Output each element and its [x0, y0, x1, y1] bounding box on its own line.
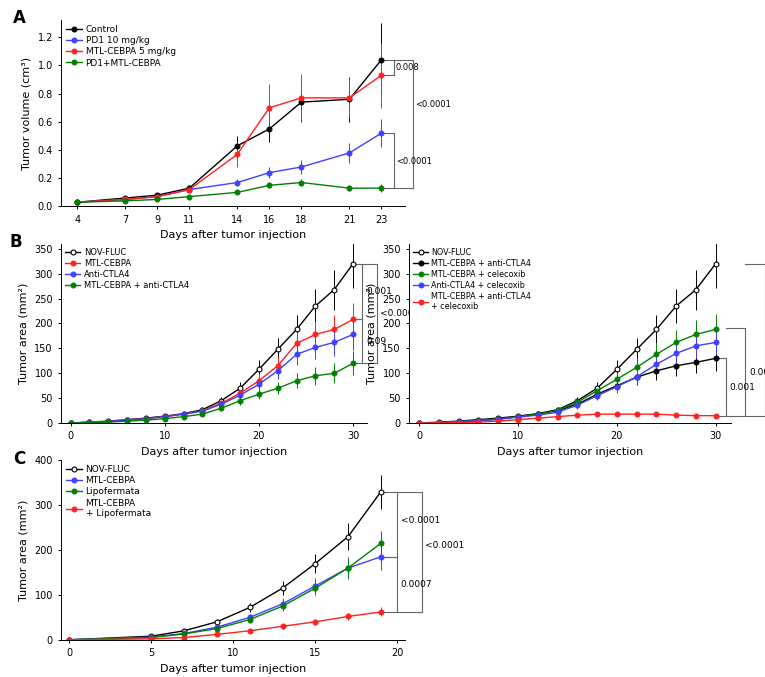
- Y-axis label: Tumor area (mm²): Tumor area (mm²): [18, 283, 28, 384]
- Text: <0.0001: <0.0001: [401, 517, 440, 525]
- Legend: Control, PD1 10 mg/kg, MTL-CEBPA 5 mg/kg, PD1+MTL-CEBPA: Control, PD1 10 mg/kg, MTL-CEBPA 5 mg/kg…: [66, 25, 176, 68]
- Legend: NOV-FLUC, MTL-CEBPA, Anti-CTLA4, MTL-CEBPA + anti-CTLA4: NOV-FLUC, MTL-CEBPA, Anti-CTLA4, MTL-CEB…: [65, 248, 189, 290]
- Y-axis label: Tumor volume (cm³): Tumor volume (cm³): [22, 57, 32, 170]
- X-axis label: Days after tumor injection: Days after tumor injection: [160, 663, 307, 674]
- Text: <0.0001: <0.0001: [425, 541, 464, 550]
- Text: <0.0001: <0.0001: [380, 309, 420, 318]
- Text: 0.002: 0.002: [750, 368, 765, 377]
- Text: B: B: [9, 233, 22, 251]
- Legend: NOV-FLUC, MTL-CEBPA, Lipofermata, MTL-CEBPA
+ Lipofermata: NOV-FLUC, MTL-CEBPA, Lipofermata, MTL-CE…: [66, 465, 151, 518]
- Text: 0.008: 0.008: [396, 63, 419, 72]
- Text: C: C: [13, 450, 25, 468]
- X-axis label: Days after tumor injection: Days after tumor injection: [160, 230, 307, 240]
- Text: <0.0001: <0.0001: [415, 100, 451, 110]
- X-axis label: Days after tumor injection: Days after tumor injection: [496, 447, 643, 457]
- Text: 0.09: 0.09: [366, 337, 386, 346]
- Text: 0.001: 0.001: [366, 287, 392, 296]
- Text: A: A: [13, 9, 26, 27]
- Y-axis label: Tumor area (mm²): Tumor area (mm²): [19, 500, 29, 600]
- Text: 0.001: 0.001: [730, 383, 756, 392]
- Text: <0.0001: <0.0001: [396, 157, 431, 166]
- Y-axis label: Tumor area (mm²): Tumor area (mm²): [366, 283, 376, 384]
- X-axis label: Days after tumor injection: Days after tumor injection: [141, 447, 288, 457]
- Text: 0.0007: 0.0007: [401, 580, 432, 589]
- Legend: NOV-FLUC, MTL-CEBPA + anti-CTLA4, MTL-CEBPA + celecoxib, Anti-CTLA4 + celecoxib,: NOV-FLUC, MTL-CEBPA + anti-CTLA4, MTL-CE…: [413, 248, 531, 311]
